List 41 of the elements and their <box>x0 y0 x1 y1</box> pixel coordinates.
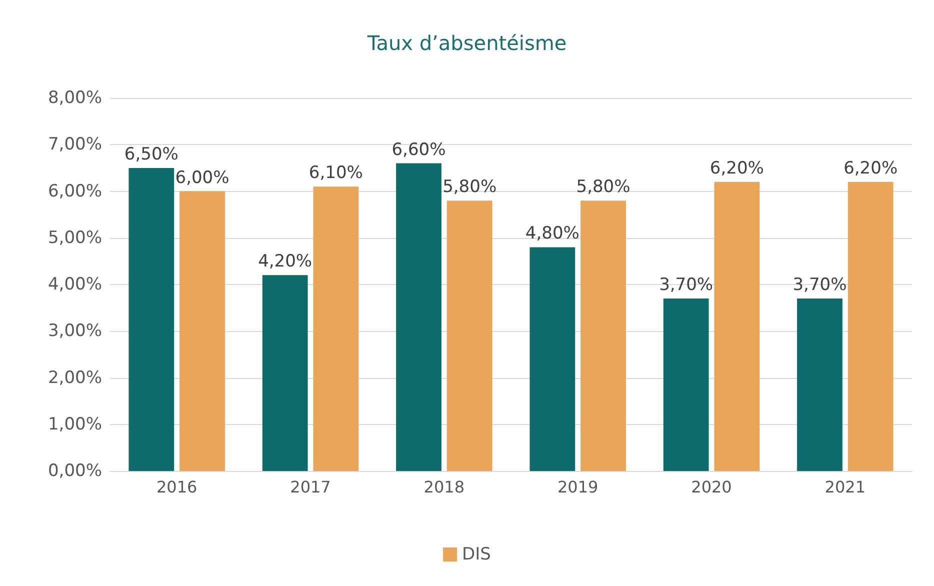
bar <box>396 163 442 471</box>
bar <box>797 298 842 471</box>
bar <box>848 182 894 471</box>
data-label: 6,00% <box>175 168 230 188</box>
y-tick-label: 2,00% <box>48 368 102 388</box>
bar <box>580 200 626 471</box>
bar <box>663 298 709 471</box>
x-tick-label: 2017 <box>290 478 331 496</box>
data-label: 4,80% <box>525 224 580 244</box>
bar <box>128 168 174 471</box>
y-tick-label: 1,00% <box>48 414 102 434</box>
y-tick-label: 7,00% <box>48 134 102 155</box>
x-tick-label: 2018 <box>424 478 465 496</box>
bar <box>446 200 492 471</box>
x-tick-label: 2016 <box>156 478 198 496</box>
y-tick-label: 0,00% <box>48 461 102 481</box>
y-tick-label: 8,00% <box>48 88 102 108</box>
data-label: 6,60% <box>392 140 446 160</box>
data-label: 4,20% <box>258 252 312 272</box>
legend-label: DIS <box>462 544 491 564</box>
data-label: 5,80% <box>442 177 497 198</box>
y-tick-label: 4,00% <box>48 274 102 294</box>
x-tick-label: 2019 <box>557 478 598 496</box>
bar <box>180 191 225 471</box>
data-label: 6,20% <box>710 158 764 178</box>
data-label: 6,20% <box>844 158 898 178</box>
bar <box>530 247 576 471</box>
bar <box>313 186 359 471</box>
y-tick-label: 5,00% <box>48 228 102 248</box>
bar <box>262 275 308 471</box>
bar <box>714 182 760 471</box>
data-label: 6,10% <box>308 163 363 184</box>
x-tick-label: 2020 <box>691 478 732 496</box>
data-label: 3,70% <box>659 274 714 295</box>
y-tick-label: 3,00% <box>48 321 102 342</box>
y-tick-label: 6,00% <box>48 181 102 202</box>
x-tick-label: 2021 <box>824 478 866 496</box>
data-label: 5,80% <box>576 177 630 198</box>
chart-title: Taux d’absentéisme <box>366 31 567 55</box>
data-label: 6,50% <box>124 144 178 164</box>
data-label: 3,70% <box>792 274 847 295</box>
